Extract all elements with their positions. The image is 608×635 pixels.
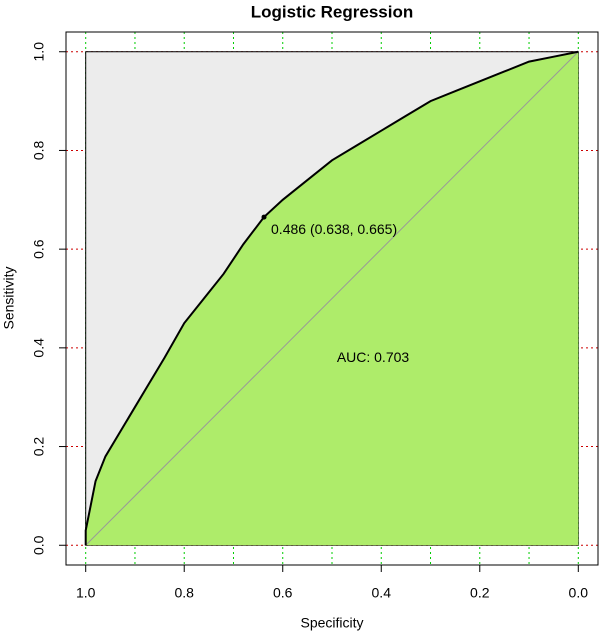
y-tick-label: 0.2 bbox=[31, 437, 47, 457]
y-axis-label: Sensitivity bbox=[1, 266, 17, 329]
plot-frame bbox=[65, 31, 599, 566]
y-tick-label: 0.6 bbox=[31, 239, 47, 259]
x-tick-label: 0.4 bbox=[372, 585, 392, 601]
auc-label: AUC: 0.703 bbox=[337, 349, 410, 365]
x-tick-label: 0.6 bbox=[273, 585, 293, 601]
threshold-label: 0.486 (0.638, 0.665) bbox=[271, 221, 397, 237]
x-tick-label: 1.0 bbox=[76, 585, 96, 601]
y-tick-label: 0.4 bbox=[31, 338, 47, 358]
threshold-point bbox=[261, 214, 267, 220]
diagonal bbox=[85, 51, 579, 546]
y-tick-label: 1.0 bbox=[31, 42, 47, 62]
x-tick-label: 0.8 bbox=[174, 585, 194, 601]
x-axis-label: Specificity bbox=[300, 615, 363, 631]
x-tick-label: 0.2 bbox=[470, 585, 490, 601]
y-tick-label: 0.8 bbox=[31, 141, 47, 161]
y-tick-label: 0.0 bbox=[31, 535, 47, 555]
x-tick-label: 0.0 bbox=[569, 585, 589, 601]
chart-title: Logistic Regression bbox=[251, 2, 413, 21]
